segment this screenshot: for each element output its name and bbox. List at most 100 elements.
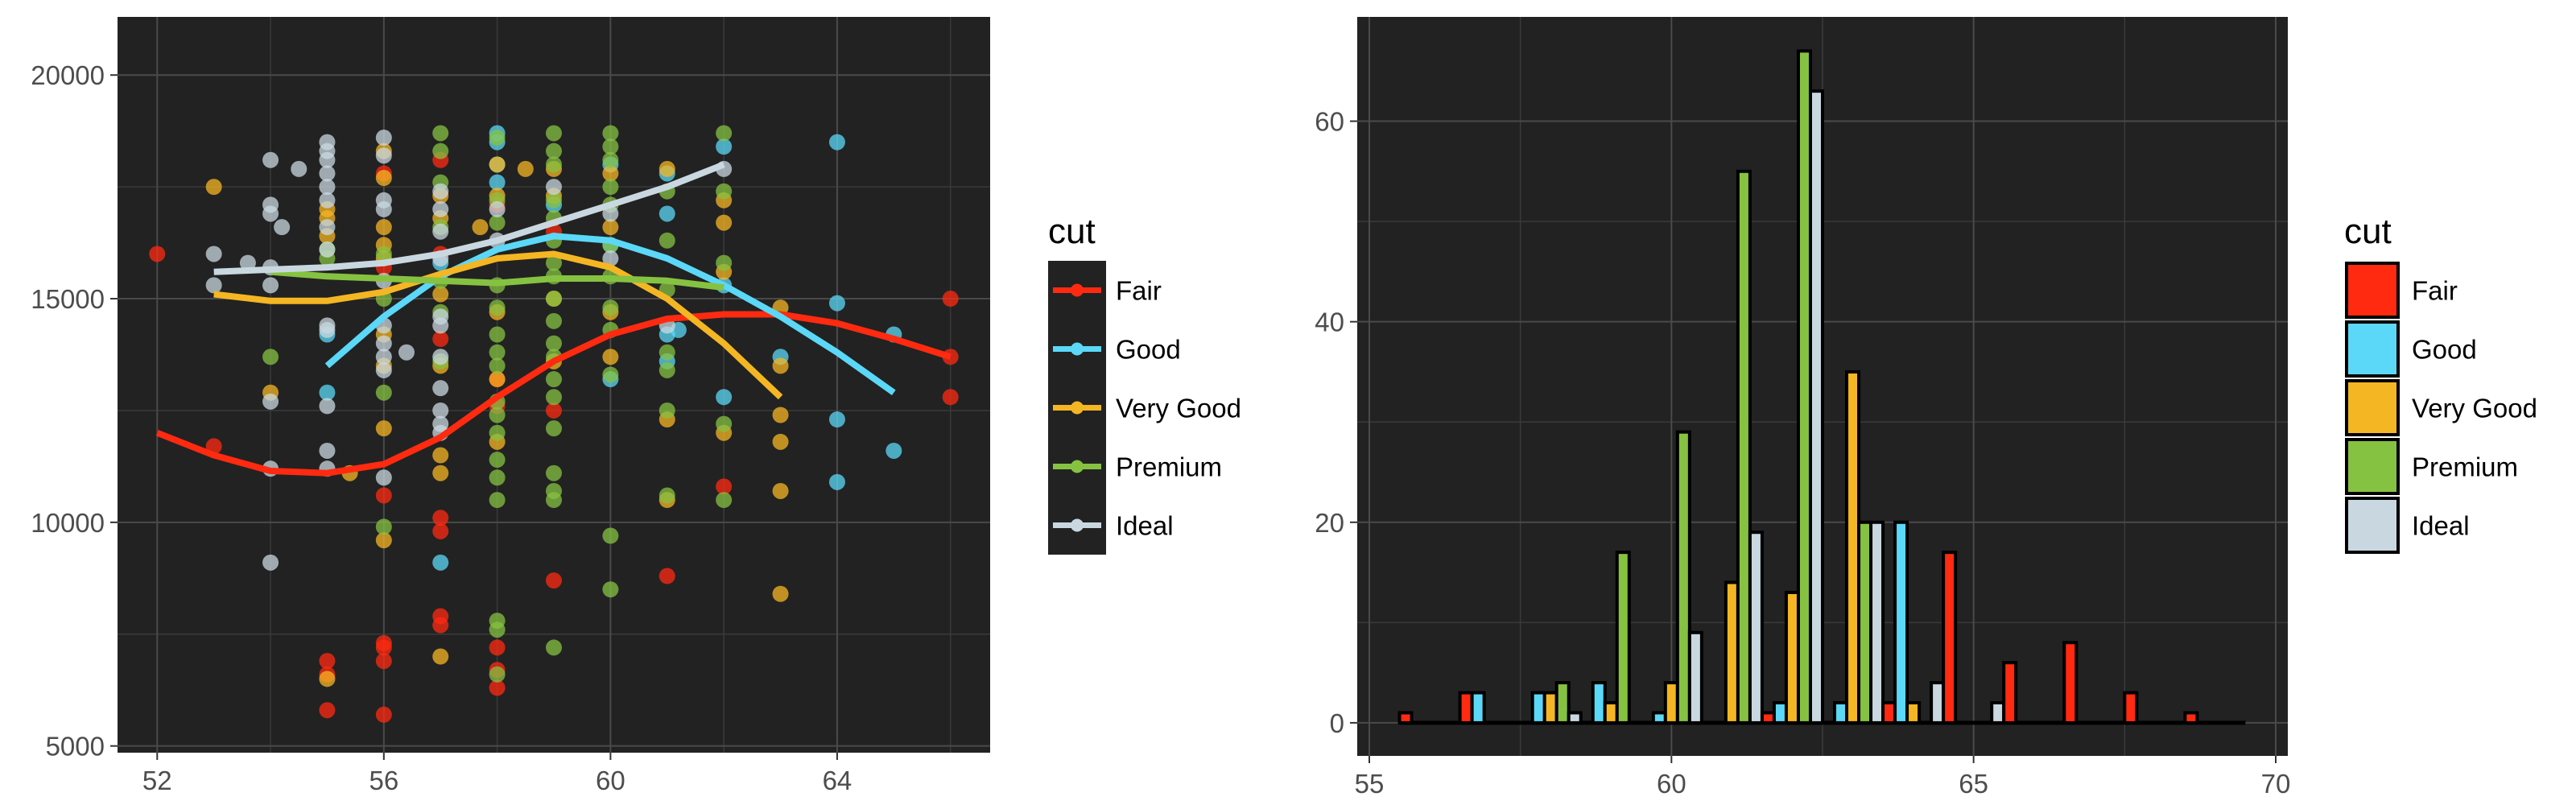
bar-good	[1591, 681, 1607, 724]
legend-fill-key	[2345, 262, 2400, 319]
bar-premium	[1615, 551, 1631, 724]
bar-very-good	[1724, 580, 1740, 724]
scatter-point-very-good	[772, 585, 789, 602]
scatter-point-premium	[658, 402, 675, 419]
scatter-point-fair	[319, 702, 336, 719]
scatter-point-ideal	[432, 223, 449, 240]
scatter-point-very-good	[205, 179, 222, 196]
scatter-point-fair	[546, 572, 562, 589]
scatter-point-ideal	[319, 398, 336, 415]
x-tick-label: 55	[1355, 769, 1385, 799]
scatter-point-fair	[375, 639, 392, 656]
bar-premium	[1554, 681, 1571, 724]
legend-label: Premium	[1116, 452, 1222, 482]
scatter-point-ideal	[432, 200, 449, 217]
bar-ideal	[1748, 530, 1764, 724]
x-tick-label: 56	[369, 766, 398, 795]
scatter-point-ideal	[398, 344, 415, 361]
bar-fair	[1881, 700, 1897, 724]
smooth-line-fair	[155, 311, 952, 477]
scatter-point-ideal	[319, 321, 336, 338]
smooth-line-premium	[270, 268, 724, 291]
scatter-point-premium	[658, 232, 675, 249]
y-tick-label: 5000	[46, 732, 105, 762]
scatter-point-premium	[716, 415, 733, 432]
scatter-point-ideal	[319, 219, 336, 236]
scatter-point-very-good	[772, 357, 789, 374]
legend: cut Fair Good Very Good Premium Ideal	[2344, 212, 2537, 554]
scatter-point-fair	[942, 291, 959, 308]
scatter-point-ideal	[432, 380, 449, 397]
bar-very-good	[1845, 369, 1861, 724]
y-tick-label: 20	[1315, 508, 1344, 538]
bar-ideal	[1869, 520, 1885, 724]
bar-ideal	[1687, 630, 1703, 724]
scatter-point-very-good	[602, 349, 619, 365]
scatter-point-ideal	[262, 554, 279, 571]
legend-item-fair: Fair	[1053, 276, 1162, 306]
bar-fair	[1942, 551, 1958, 724]
scatter-point-premium	[375, 246, 392, 262]
scatter-point-very-good	[432, 648, 449, 665]
scatter-point-very-good	[432, 447, 449, 464]
bar-fair	[2062, 641, 2079, 724]
bar-good	[1893, 520, 1909, 724]
bar-fair	[2183, 711, 2199, 724]
x-tick-label: 60	[1657, 769, 1686, 799]
x-tick-label: 60	[596, 766, 625, 795]
legend-label: Ideal	[1116, 511, 1174, 541]
legend-fill-key	[2345, 497, 2400, 554]
legend-label: Good	[1116, 335, 1181, 365]
scatter-point-premium	[489, 357, 506, 374]
scatter-point-very-good	[517, 160, 534, 177]
scatter-point-good	[716, 389, 733, 406]
scatter-point-fair	[942, 389, 959, 406]
scatter-point-ideal	[319, 151, 336, 168]
scatter-point-premium	[546, 639, 562, 656]
scatter-point-fair	[375, 653, 392, 670]
smooth-line-very-good	[213, 250, 783, 400]
scatter-point-fair	[432, 510, 449, 526]
scatter-point-ideal	[239, 254, 256, 271]
scatter-point-premium	[602, 366, 619, 383]
scatter-point-good	[489, 174, 506, 191]
scatter-point-premium	[489, 344, 506, 361]
legend-point-key	[1071, 342, 1084, 356]
scatter-point-premium	[262, 349, 279, 365]
bar-very-good	[1905, 700, 1922, 724]
scatter-point-premium	[546, 254, 562, 271]
scatter-point-ideal	[319, 192, 336, 208]
legend-label: Very Good	[1116, 394, 1241, 423]
bar-fair	[2002, 661, 2018, 724]
y-tick-label: 20000	[31, 60, 105, 90]
bar-very-good	[1542, 691, 1558, 724]
bar-ideal	[1990, 700, 2006, 724]
legend-item-fair: Fair	[2345, 262, 2458, 319]
scatter-point-premium	[432, 125, 449, 142]
scatter-point-very-good	[716, 214, 733, 231]
scatter-point-ideal	[489, 200, 506, 217]
legend-item-very-good: Very Good	[1053, 394, 1241, 423]
scatter-point-premium	[489, 299, 506, 316]
scatter-point-premium	[489, 621, 506, 638]
bar-premium	[1675, 430, 1691, 724]
scatter-point-ideal	[262, 393, 279, 410]
scatter-point-ideal	[432, 183, 449, 200]
scatter-point-premium	[602, 581, 619, 598]
scatter-point-very-good	[602, 219, 619, 236]
scatter-point-good	[828, 473, 845, 490]
legend-item-premium: Premium	[1053, 452, 1222, 482]
scatter-point-premium	[546, 192, 562, 208]
bar-good	[1651, 711, 1667, 724]
y-tick-label: 60	[1315, 107, 1344, 137]
scatter-point-very-good	[375, 170, 392, 187]
scatter-point-premium	[489, 492, 506, 509]
scatter-point-ideal	[291, 160, 308, 177]
scatter-point-very-good	[602, 165, 619, 182]
scatter-point-fair	[432, 522, 449, 539]
scatter-point-premium	[375, 384, 392, 401]
scatter-point-premium	[658, 344, 675, 361]
scatter-point-very-good	[489, 156, 506, 173]
x-tick-label: 70	[2261, 769, 2291, 799]
scatter-point-premium	[546, 125, 562, 142]
